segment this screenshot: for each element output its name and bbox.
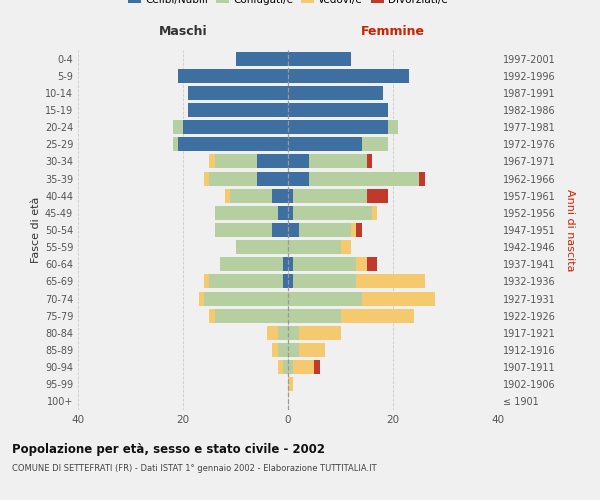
Y-axis label: Anni di nascita: Anni di nascita xyxy=(565,188,575,271)
Bar xyxy=(277,206,288,220)
Bar xyxy=(288,258,293,272)
Bar xyxy=(257,154,288,168)
Bar xyxy=(288,86,383,100)
Bar xyxy=(293,206,372,220)
Bar xyxy=(288,292,361,306)
Bar xyxy=(204,172,209,185)
Bar xyxy=(215,154,257,168)
Bar xyxy=(356,274,425,288)
Bar xyxy=(356,223,361,237)
Bar xyxy=(299,343,325,357)
Bar xyxy=(220,258,283,272)
Bar xyxy=(257,172,288,185)
Bar xyxy=(288,378,293,392)
Bar xyxy=(209,308,215,322)
Bar xyxy=(361,292,435,306)
Bar xyxy=(272,223,288,237)
Bar xyxy=(309,154,367,168)
Bar xyxy=(267,326,277,340)
Bar xyxy=(299,326,341,340)
Bar xyxy=(299,223,351,237)
Bar xyxy=(183,120,288,134)
Bar xyxy=(288,172,309,185)
Bar xyxy=(419,172,425,185)
Bar xyxy=(367,258,377,272)
Bar xyxy=(272,188,288,202)
Bar xyxy=(209,274,283,288)
Bar xyxy=(293,188,367,202)
Bar xyxy=(293,274,356,288)
Bar xyxy=(288,223,299,237)
Bar xyxy=(215,206,277,220)
Bar xyxy=(188,103,288,117)
Bar xyxy=(215,308,288,322)
Bar xyxy=(235,52,288,66)
Bar xyxy=(361,138,388,151)
Bar xyxy=(288,188,293,202)
Bar xyxy=(314,360,320,374)
Text: COMUNE DI SETTEFRATI (FR) - Dati ISTAT 1° gennaio 2002 - Elaborazione TUTTITALIA: COMUNE DI SETTEFRATI (FR) - Dati ISTAT 1… xyxy=(12,464,377,473)
Bar xyxy=(367,154,372,168)
Bar xyxy=(204,274,209,288)
Bar xyxy=(288,274,293,288)
Bar xyxy=(283,360,288,374)
Bar xyxy=(288,120,388,134)
Bar xyxy=(277,360,283,374)
Bar xyxy=(188,86,288,100)
Bar xyxy=(351,223,356,237)
Bar xyxy=(288,240,341,254)
Legend: Celibi/Nubili, Coniugati/e, Vedovi/e, Divorziati/e: Celibi/Nubili, Coniugati/e, Vedovi/e, Di… xyxy=(124,0,452,8)
Bar xyxy=(173,120,183,134)
Bar xyxy=(178,68,288,82)
Bar xyxy=(309,172,419,185)
Bar xyxy=(388,120,398,134)
Bar xyxy=(288,326,299,340)
Bar xyxy=(288,360,293,374)
Bar xyxy=(367,188,388,202)
Bar xyxy=(277,326,288,340)
Bar xyxy=(288,343,299,357)
Bar xyxy=(288,154,309,168)
Bar xyxy=(225,188,230,202)
Bar xyxy=(288,206,293,220)
Bar xyxy=(341,308,414,322)
Bar xyxy=(293,360,314,374)
Text: Maschi: Maschi xyxy=(158,25,208,38)
Bar xyxy=(288,308,341,322)
Bar xyxy=(283,258,288,272)
Bar xyxy=(209,154,215,168)
Text: Femmine: Femmine xyxy=(361,25,425,38)
Bar xyxy=(356,258,367,272)
Bar xyxy=(372,206,377,220)
Bar xyxy=(209,172,257,185)
Bar xyxy=(230,188,272,202)
Bar xyxy=(288,68,409,82)
Bar xyxy=(288,52,351,66)
Bar xyxy=(215,223,272,237)
Bar xyxy=(173,138,178,151)
Bar xyxy=(293,258,356,272)
Y-axis label: Fasce di età: Fasce di età xyxy=(31,197,41,263)
Bar xyxy=(235,240,288,254)
Text: Popolazione per età, sesso e stato civile - 2002: Popolazione per età, sesso e stato civil… xyxy=(12,442,325,456)
Bar xyxy=(288,138,361,151)
Bar xyxy=(199,292,204,306)
Bar xyxy=(288,103,388,117)
Bar xyxy=(178,138,288,151)
Bar xyxy=(204,292,288,306)
Bar xyxy=(341,240,351,254)
Bar xyxy=(272,343,277,357)
Bar xyxy=(283,274,288,288)
Bar xyxy=(277,343,288,357)
